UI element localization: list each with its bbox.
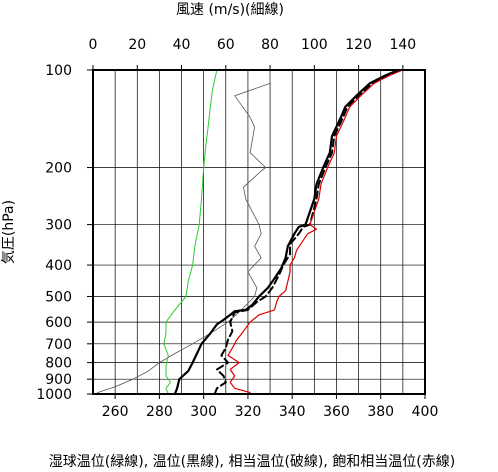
pressure-tick-label: 300 — [45, 218, 72, 234]
pressure-tick-label: 800 — [45, 356, 72, 372]
wind-tick-label: 120 — [345, 37, 372, 53]
pressure-tick-label: 200 — [45, 161, 72, 177]
theta-line — [173, 68, 400, 396]
plot-frame — [92, 69, 426, 395]
pressure-tick-label: 900 — [45, 372, 72, 388]
pressure-tick-label: 400 — [45, 258, 72, 274]
pressure-tick-label: 100 — [45, 63, 72, 79]
wind-tick-label: 80 — [261, 37, 279, 53]
left-axis-label: 気圧(hPa) — [1, 200, 17, 264]
wind-tick-label: 0 — [89, 37, 98, 53]
theta-tick-label: 320 — [235, 404, 262, 420]
wind-tick-label: 20 — [128, 37, 146, 53]
wind-tick-label: 60 — [217, 37, 235, 53]
bottom-axis-label: 湿球温位(緑線), 温位(黒線), 相当温位(破線), 飽和相当温位(赤線) — [49, 453, 455, 470]
series-group — [94, 68, 404, 396]
theta-tick-label: 400 — [412, 404, 439, 420]
theta-tick-label: 280 — [146, 404, 173, 420]
theta-tick-label: 300 — [190, 404, 217, 420]
wind-tick-label: 100 — [301, 37, 328, 53]
pressure-tick-label: 600 — [45, 315, 72, 331]
grid — [87, 65, 426, 399]
wind-tick-label: 40 — [173, 37, 191, 53]
pressure-tick-label: 1000 — [36, 387, 72, 403]
wind-line — [94, 69, 271, 395]
theta_e-line — [213, 69, 402, 395]
pressure-tick-label: 700 — [45, 337, 72, 353]
theta-tick-label: 360 — [323, 404, 350, 420]
theta-tick-label: 340 — [279, 404, 306, 420]
theta-tick-label: 380 — [367, 404, 394, 420]
theta_es-line — [227, 69, 404, 394]
top-axis-label: 風速 (m/s)(細線) — [176, 2, 284, 18]
theta-tick-label: 260 — [102, 404, 129, 420]
theta_w-line — [163, 69, 218, 395]
pressure-tick-label: 500 — [45, 289, 72, 305]
wind-tick-label: 140 — [389, 37, 416, 53]
